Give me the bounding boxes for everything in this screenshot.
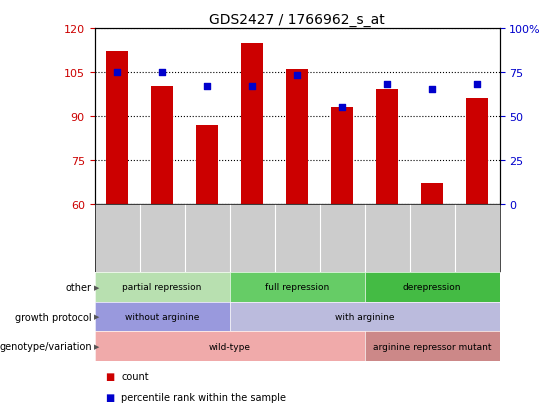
Bar bbox=[376, 90, 399, 204]
Text: growth protocol: growth protocol bbox=[15, 312, 92, 322]
Text: ▶: ▶ bbox=[94, 314, 99, 320]
Point bbox=[338, 104, 346, 111]
Text: GSM106759: GSM106759 bbox=[0, 412, 9, 413]
Bar bbox=[421, 184, 443, 204]
Text: GSM106758: GSM106758 bbox=[0, 412, 8, 413]
Text: ■: ■ bbox=[105, 392, 114, 402]
Point bbox=[472, 82, 481, 88]
Text: arginine repressor mutant: arginine repressor mutant bbox=[373, 342, 491, 351]
Point bbox=[202, 83, 211, 90]
Text: percentile rank within the sample: percentile rank within the sample bbox=[122, 392, 287, 402]
Point bbox=[428, 87, 436, 93]
Text: GSM106752: GSM106752 bbox=[0, 412, 3, 413]
Text: without arginine: without arginine bbox=[125, 312, 199, 321]
Bar bbox=[330, 108, 353, 204]
Text: full repression: full repression bbox=[265, 282, 329, 292]
Text: ■: ■ bbox=[105, 372, 114, 382]
Text: GSM106751: GSM106751 bbox=[0, 412, 2, 413]
Text: genotype/variation: genotype/variation bbox=[0, 342, 92, 351]
Point bbox=[113, 69, 122, 76]
Text: ▶: ▶ bbox=[94, 284, 99, 290]
Text: derepression: derepression bbox=[403, 282, 461, 292]
Bar bbox=[151, 87, 173, 204]
Text: with arginine: with arginine bbox=[335, 312, 394, 321]
Text: other: other bbox=[66, 282, 92, 292]
Text: GSM106753: GSM106753 bbox=[0, 412, 3, 413]
Point bbox=[383, 82, 391, 88]
Point bbox=[293, 73, 301, 79]
Text: wild-type: wild-type bbox=[208, 342, 251, 351]
Text: GSM106755: GSM106755 bbox=[0, 412, 4, 413]
Text: GSM106756: GSM106756 bbox=[0, 412, 5, 413]
Title: GDS2427 / 1766962_s_at: GDS2427 / 1766962_s_at bbox=[209, 12, 385, 26]
Bar bbox=[106, 52, 129, 204]
Bar bbox=[241, 43, 264, 204]
Bar bbox=[195, 125, 218, 204]
Text: GSM106757: GSM106757 bbox=[0, 412, 6, 413]
Text: ▶: ▶ bbox=[94, 344, 99, 349]
Bar bbox=[465, 99, 488, 204]
Bar bbox=[286, 70, 308, 204]
Text: partial repression: partial repression bbox=[123, 282, 201, 292]
Point bbox=[248, 83, 256, 90]
Point bbox=[158, 69, 166, 76]
Text: count: count bbox=[122, 372, 149, 382]
